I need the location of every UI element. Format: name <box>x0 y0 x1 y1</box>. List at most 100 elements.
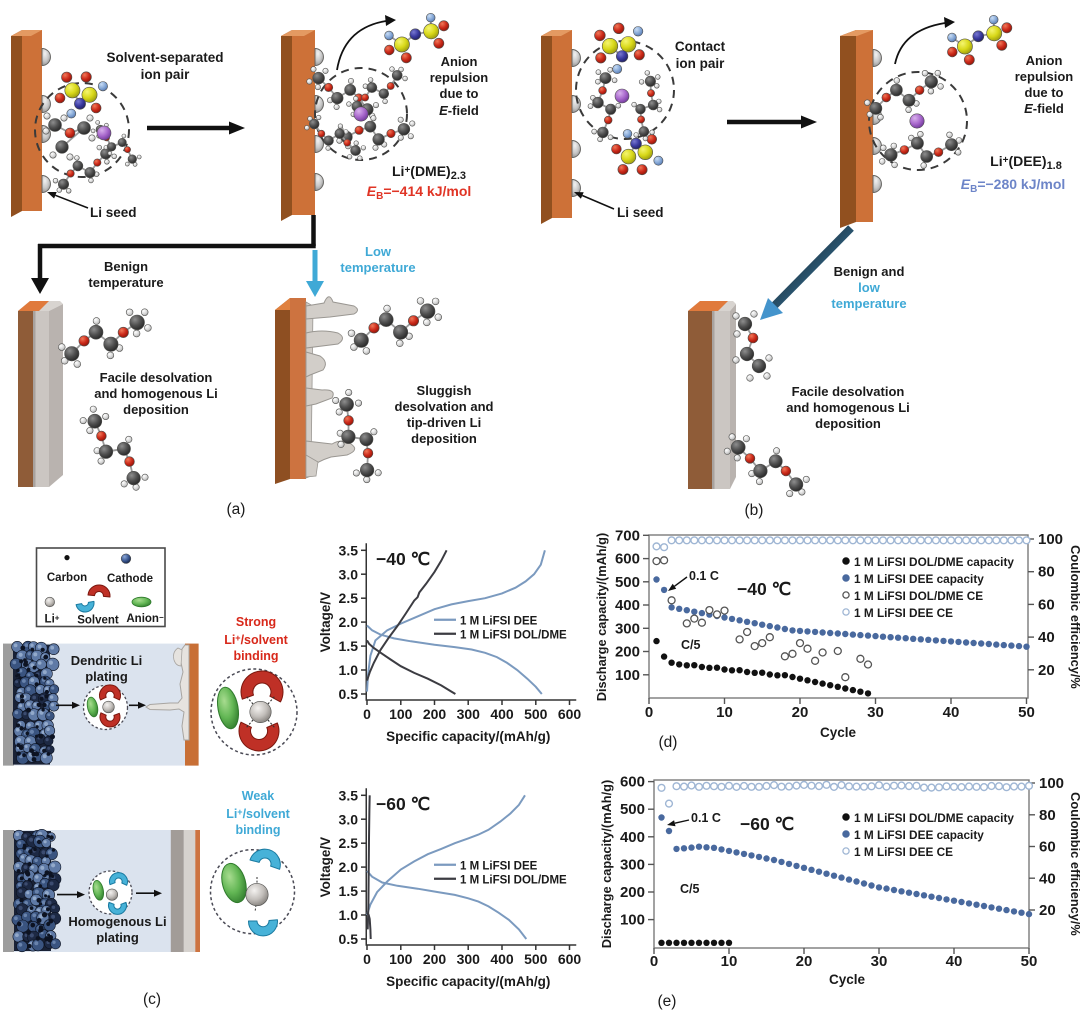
svg-text:100: 100 <box>389 706 413 722</box>
svg-text:ion pair: ion pair <box>676 56 725 71</box>
svg-text:1 M LiFSI DEE CE: 1 M LiFSI DEE CE <box>854 606 953 620</box>
svg-text:3.0: 3.0 <box>339 811 359 827</box>
svg-text:60: 60 <box>1039 839 1056 856</box>
svg-text:3.5: 3.5 <box>339 542 359 558</box>
svg-text:80: 80 <box>1039 807 1056 824</box>
svg-text:−60 ℃: −60 ℃ <box>740 814 795 834</box>
svg-text:0.5: 0.5 <box>339 686 359 702</box>
svg-text:50: 50 <box>1021 953 1038 970</box>
svg-text:700: 700 <box>615 527 640 544</box>
svg-text:200: 200 <box>620 884 645 901</box>
svg-text:20: 20 <box>792 704 809 721</box>
svg-text:and homogenous Li: and homogenous Li <box>786 400 910 415</box>
svg-text:100: 100 <box>1039 775 1064 792</box>
svg-text:1 M LiFSI DOL/DME: 1 M LiFSI DOL/DME <box>460 874 567 886</box>
svg-text:Voltage/V: Voltage/V <box>318 592 333 653</box>
svg-text:400: 400 <box>490 706 514 722</box>
svg-text:Low: Low <box>365 244 392 259</box>
svg-text:plating: plating <box>85 669 128 684</box>
svg-text:1 M LiFSI DEE capacity: 1 M LiFSI DEE capacity <box>854 572 984 586</box>
svg-text:Benign and: Benign and <box>834 264 905 279</box>
svg-text:(a): (a) <box>227 501 246 518</box>
svg-text:Solvent-separated: Solvent-separated <box>106 50 223 65</box>
svg-text:C/5: C/5 <box>681 638 701 652</box>
svg-text:40: 40 <box>946 953 963 970</box>
svg-text:Contact: Contact <box>675 39 726 54</box>
svg-text:−40 ℃: −40 ℃ <box>737 579 792 599</box>
svg-text:Carbon: Carbon <box>47 572 87 584</box>
svg-text:1 M LiFSI DEE capacity: 1 M LiFSI DEE capacity <box>854 828 984 842</box>
svg-text:300: 300 <box>457 951 481 967</box>
svg-text:300: 300 <box>620 856 645 873</box>
svg-text:1.5: 1.5 <box>339 638 359 654</box>
svg-text:temperature: temperature <box>831 296 906 311</box>
svg-text:600: 600 <box>558 951 582 967</box>
svg-text:Anion: Anion <box>441 54 478 69</box>
svg-text:Li seed: Li seed <box>90 205 137 220</box>
svg-text:due to: due to <box>440 86 479 101</box>
svg-text:600: 600 <box>620 774 645 791</box>
svg-text:100: 100 <box>1038 531 1063 548</box>
svg-text:tip-driven Li: tip-driven Li <box>407 415 481 430</box>
svg-text:100: 100 <box>620 912 645 929</box>
svg-text:Strong: Strong <box>236 615 276 629</box>
svg-text:20: 20 <box>1038 662 1055 679</box>
svg-text:Anion−: Anion− <box>126 613 164 625</box>
svg-text:100: 100 <box>615 667 640 684</box>
svg-text:ion pair: ion pair <box>141 67 190 82</box>
svg-text:60: 60 <box>1038 596 1055 613</box>
svg-text:1 M LiFSI DEE: 1 M LiFSI DEE <box>460 615 538 627</box>
svg-text:2.5: 2.5 <box>339 590 359 606</box>
svg-text:400: 400 <box>490 951 514 967</box>
svg-text:(b): (b) <box>745 502 764 519</box>
svg-text:300: 300 <box>457 706 481 722</box>
svg-text:Discharge capacity/(mAh/g): Discharge capacity/(mAh/g) <box>599 780 614 949</box>
svg-text:200: 200 <box>423 951 447 967</box>
svg-text:0.1 C: 0.1 C <box>689 569 719 583</box>
svg-text:Coulombic efficiency/%: Coulombic efficiency/% <box>1068 545 1080 689</box>
svg-text:600: 600 <box>558 706 582 722</box>
svg-text:plating: plating <box>96 930 139 945</box>
svg-text:temperature: temperature <box>88 275 163 290</box>
svg-text:Solvent: Solvent <box>77 615 119 627</box>
svg-text:Cycle: Cycle <box>829 972 866 987</box>
svg-text:Discharge capacity/(mAh/g): Discharge capacity/(mAh/g) <box>594 533 609 702</box>
svg-text:40: 40 <box>1039 870 1056 887</box>
svg-text:Anion: Anion <box>1026 53 1063 68</box>
svg-text:0: 0 <box>645 704 653 721</box>
svg-text:500: 500 <box>524 706 548 722</box>
svg-text:deposition: deposition <box>123 402 189 417</box>
svg-text:20: 20 <box>796 953 813 970</box>
svg-text:500: 500 <box>524 951 548 967</box>
svg-text:deposition: deposition <box>815 416 881 431</box>
svg-text:low: low <box>858 280 881 295</box>
svg-text:E-field: E-field <box>439 103 479 118</box>
svg-text:2.0: 2.0 <box>339 614 359 630</box>
svg-text:300: 300 <box>615 620 640 637</box>
svg-text:EB=−280 kJ/mol: EB=−280 kJ/mol <box>961 176 1066 195</box>
svg-text:3.0: 3.0 <box>339 566 359 582</box>
svg-text:600: 600 <box>615 551 640 568</box>
svg-text:1.0: 1.0 <box>339 662 359 678</box>
svg-text:and homogenous Li: and homogenous Li <box>94 386 218 401</box>
svg-text:(d): (d) <box>659 734 678 751</box>
svg-text:1 M LiFSI DOL/DME capacity: 1 M LiFSI DOL/DME capacity <box>854 555 1014 569</box>
svg-text:0: 0 <box>363 706 371 722</box>
svg-text:Benign: Benign <box>104 259 148 274</box>
svg-text:C/5: C/5 <box>680 882 700 896</box>
svg-text:2.5: 2.5 <box>339 835 359 851</box>
svg-text:EB=−414 kJ/mol: EB=−414 kJ/mol <box>367 183 472 202</box>
svg-text:Cycle: Cycle <box>820 725 857 740</box>
svg-text:200: 200 <box>423 706 447 722</box>
svg-text:(e): (e) <box>658 993 677 1010</box>
svg-text:0: 0 <box>650 953 658 970</box>
svg-text:3.5: 3.5 <box>339 787 359 803</box>
svg-text:500: 500 <box>620 801 645 818</box>
svg-text:1 M LiFSI DOL/DME: 1 M LiFSI DOL/DME <box>460 629 567 641</box>
svg-text:50: 50 <box>1018 704 1035 721</box>
svg-text:0.1 C: 0.1 C <box>691 811 721 825</box>
svg-text:repulsion: repulsion <box>430 70 489 85</box>
svg-text:−60 ℃: −60 ℃ <box>376 794 431 814</box>
svg-text:Li+/solvent: Li+/solvent <box>224 633 288 647</box>
svg-text:2.0: 2.0 <box>339 859 359 875</box>
